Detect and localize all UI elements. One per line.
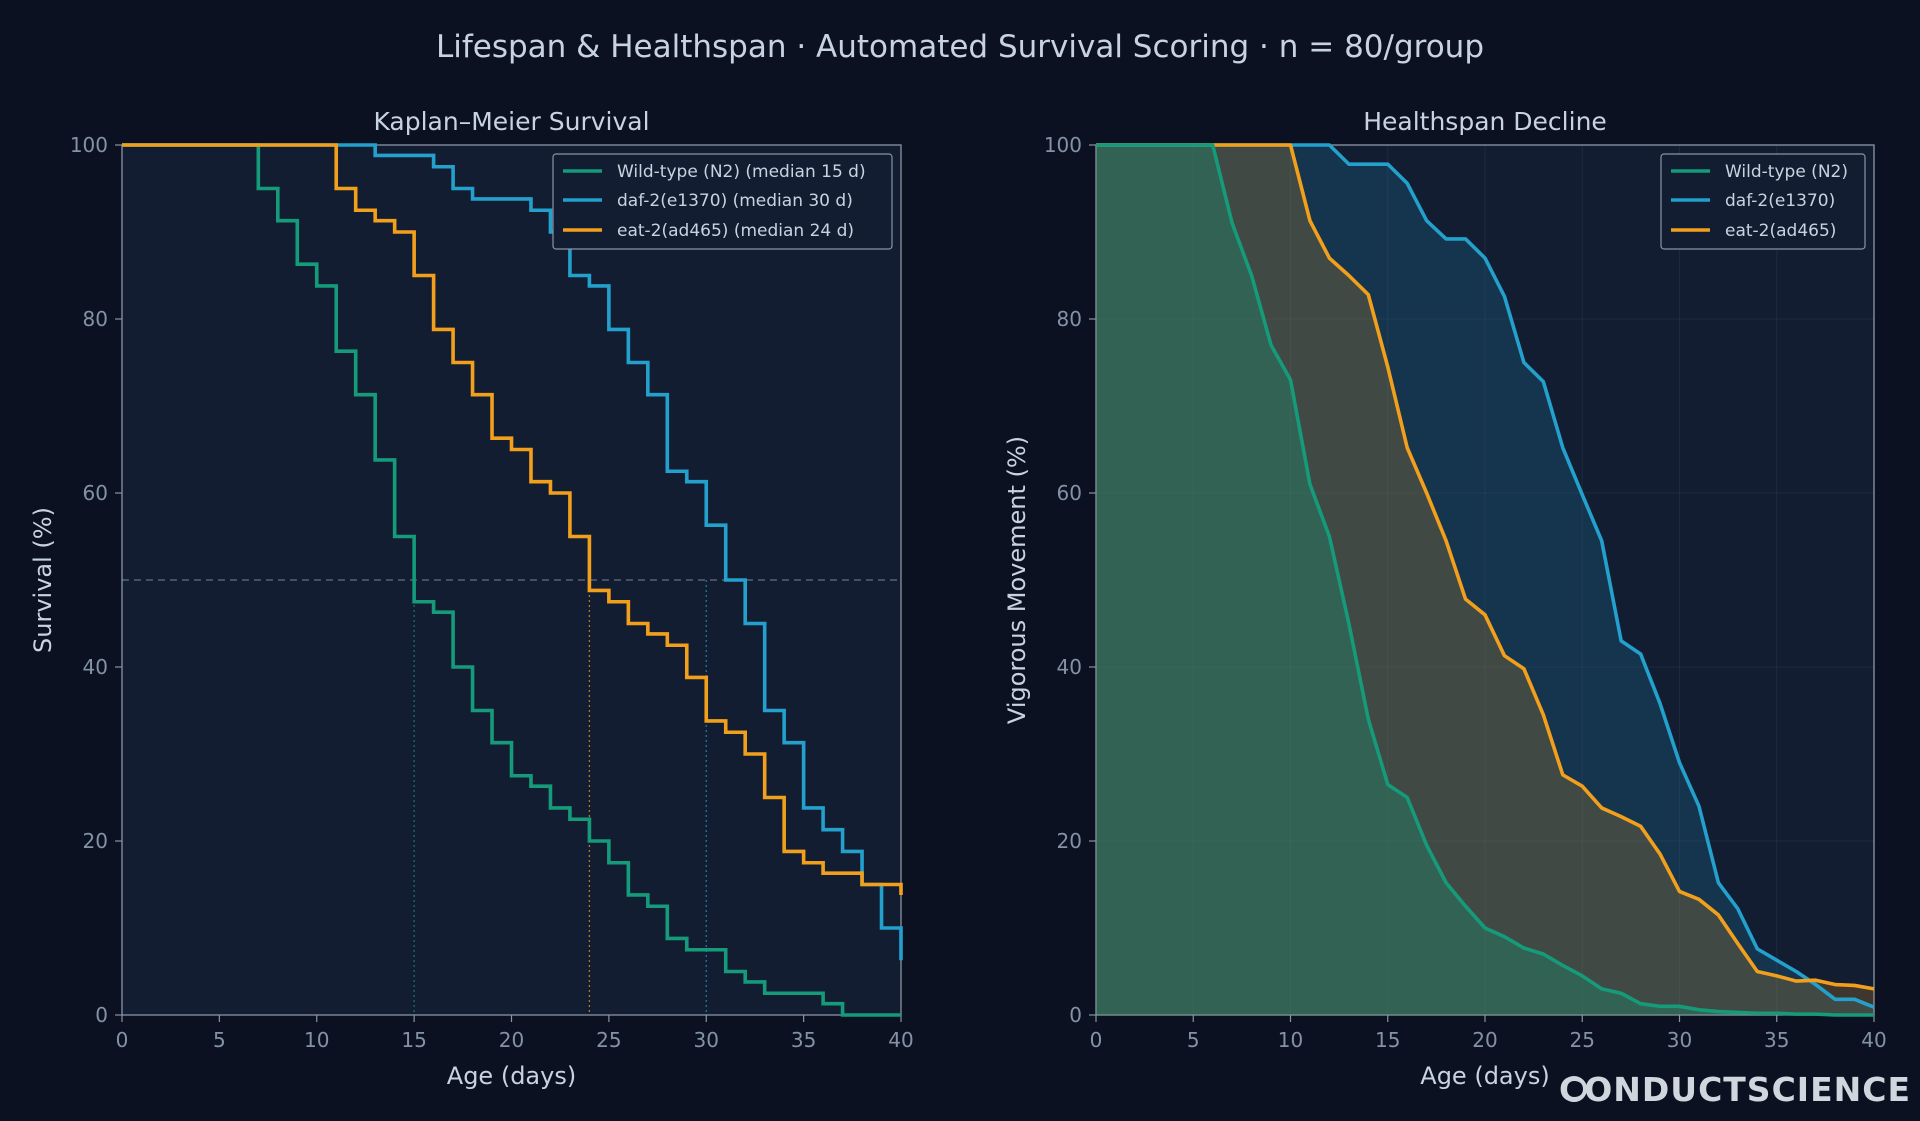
km-x-tick-label: 40 xyxy=(888,1028,913,1052)
healthspan-x-tick-label: 15 xyxy=(1375,1028,1400,1052)
km-x-tick-label: 5 xyxy=(213,1028,226,1052)
km-ticks: 0 5 10 15 20 25 30 35 40 0 20 40 60 80 100 xyxy=(70,133,914,1052)
km-title: Kaplan–Meier Survival xyxy=(373,107,649,136)
healthspan-legend-label-eat2: eat-2(ad465) xyxy=(1725,221,1836,241)
healthspan-legend-box xyxy=(1660,153,1866,250)
healthspan-line-wild-type xyxy=(1096,143,1874,1017)
km-x-tick-label: 25 xyxy=(596,1028,621,1052)
healthspan-x-axis-label: Age (days) xyxy=(1420,1062,1549,1090)
healthspan-area-wild-type xyxy=(1096,145,1874,1015)
healthspan-x-tick-label: 5 xyxy=(1187,1028,1200,1052)
km-x-tick-label: 0 xyxy=(116,1028,129,1052)
healthspan-y-axis-label: Vigorous Movement (%) xyxy=(1003,436,1031,724)
km-legend-label-daf2: daf-2(e1370) (median 30 d) xyxy=(617,191,853,211)
healthspan-y-tick-label: 60 xyxy=(1057,481,1082,505)
km-series xyxy=(122,143,903,1017)
healthspan-y-tick-label: 100 xyxy=(1044,133,1082,157)
healthspan-series xyxy=(1096,143,1875,1017)
km-series-eat2 xyxy=(122,143,903,895)
healthspan-y-tick-label: 80 xyxy=(1057,307,1082,331)
healthspan-x-tick-label: 35 xyxy=(1764,1028,1789,1052)
healthspan-plot-area xyxy=(1095,144,1875,1016)
km-y-tick-label: 20 xyxy=(83,829,108,853)
conductscience-logo-mark xyxy=(1561,1076,1587,1102)
km-reference-lines xyxy=(122,579,901,1015)
km-x-tick-label: 30 xyxy=(694,1028,719,1052)
healthspan-line-daf2 xyxy=(1096,143,1875,1009)
healthspan-x-tick-label: 20 xyxy=(1472,1028,1497,1052)
healthspan-y-tick-label: 40 xyxy=(1057,655,1082,679)
healthspan-legend-label-daf2: daf-2(e1370) xyxy=(1725,191,1835,211)
km-y-tick-label: 80 xyxy=(83,307,108,331)
km-series-wild-type xyxy=(122,143,901,1017)
healthspan-legend: Wild-type (N2) daf-2(e1370) eat-2(ad465) xyxy=(1660,153,1866,250)
healthspan-x-tick-label: 0 xyxy=(1090,1028,1103,1052)
conductscience-watermark: CONDUCTSCIENCE xyxy=(1559,1070,1911,1109)
healthspan-x-tick-label: 10 xyxy=(1278,1028,1303,1052)
km-y-tick-label: 40 xyxy=(83,655,108,679)
healthspan-x-tick-label: 40 xyxy=(1861,1028,1886,1052)
km-legend-label-wild-type: Wild-type (N2) (median 15 d) xyxy=(617,162,866,182)
km-x-tick-label: 10 xyxy=(304,1028,329,1052)
healthspan-legend-label-wild-type: Wild-type (N2) xyxy=(1725,162,1848,182)
km-y-tick-label: 0 xyxy=(95,1003,108,1027)
km-survival-panel: Kaplan–Meier Survival Age (days) Surviva… xyxy=(29,107,914,1090)
healthspan-x-tick-label: 25 xyxy=(1570,1028,1595,1052)
healthspan-line-eat2 xyxy=(1096,143,1875,991)
healthspan-y-tick-label: 20 xyxy=(1057,829,1082,853)
km-y-axis-label: Survival (%) xyxy=(29,507,57,653)
km-legend-label-eat2: eat-2(ad465) (median 24 d) xyxy=(617,221,854,241)
healthspan-y-tick-label: 0 xyxy=(1069,1003,1082,1027)
km-legend: Wild-type (N2) (median 15 d) daf-2(e1370… xyxy=(552,153,893,250)
healthspan-area-eat2 xyxy=(1096,145,1874,1015)
km-series-daf2 xyxy=(122,143,903,961)
km-legend-box xyxy=(552,153,893,250)
km-x-axis-label: Age (days) xyxy=(447,1062,576,1090)
healthspan-x-tick-label: 30 xyxy=(1667,1028,1692,1052)
conductscience-logo: CONDUCTSCIENCE xyxy=(1559,1070,1911,1109)
km-x-tick-label: 20 xyxy=(499,1028,524,1052)
km-y-tick-label: 60 xyxy=(83,481,108,505)
healthspan-title: Healthspan Decline xyxy=(1363,107,1607,136)
figure-title: Lifespan & Healthspan · Automated Surviv… xyxy=(436,29,1484,65)
km-x-tick-label: 35 xyxy=(791,1028,816,1052)
km-y-tick-label: 100 xyxy=(70,133,108,157)
km-x-tick-label: 15 xyxy=(401,1028,426,1052)
healthspan-panel: Healthspan Decline Age (days) Vigorous M… xyxy=(1003,107,1887,1090)
healthspan-area-daf2 xyxy=(1096,145,1874,1015)
